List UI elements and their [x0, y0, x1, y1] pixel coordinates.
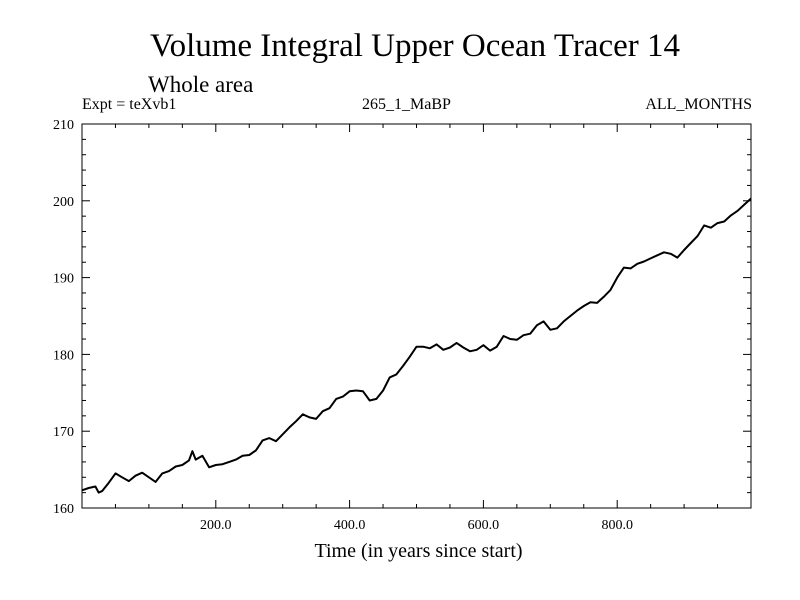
experiment-label: Expt = teXvb1	[82, 96, 177, 113]
y-tick-label: 160	[53, 502, 74, 517]
y-tick-label: 210	[53, 118, 74, 133]
x-tick-label: 800.0	[601, 518, 633, 533]
y-tick-label: 170	[53, 425, 74, 440]
y-tick-label: 180	[53, 348, 74, 363]
x-tick-label: 400.0	[334, 518, 366, 533]
x-tick-label: 200.0	[200, 518, 232, 533]
chart-title: Volume Integral Upper Ocean Tracer 14	[150, 28, 680, 64]
x-tick-label: 600.0	[468, 518, 500, 533]
axis-ticks	[82, 124, 751, 508]
y-tick-label: 200	[53, 195, 74, 210]
run-label: 265_1_MaBP	[362, 96, 451, 113]
axis-tick-labels: 200.0 400.0 600.0 800.0 160 170 180 190 200 210	[53, 118, 633, 533]
chart-subtitle: Whole area	[148, 72, 254, 97]
series-group	[81, 197, 752, 494]
months-label: ALL_MONTHS	[645, 96, 752, 113]
plot-frame	[81, 123, 752, 509]
y-tick-label: 190	[53, 272, 74, 287]
x-axis-label: Time (in years since start)	[314, 540, 522, 562]
series-line	[81, 197, 752, 494]
